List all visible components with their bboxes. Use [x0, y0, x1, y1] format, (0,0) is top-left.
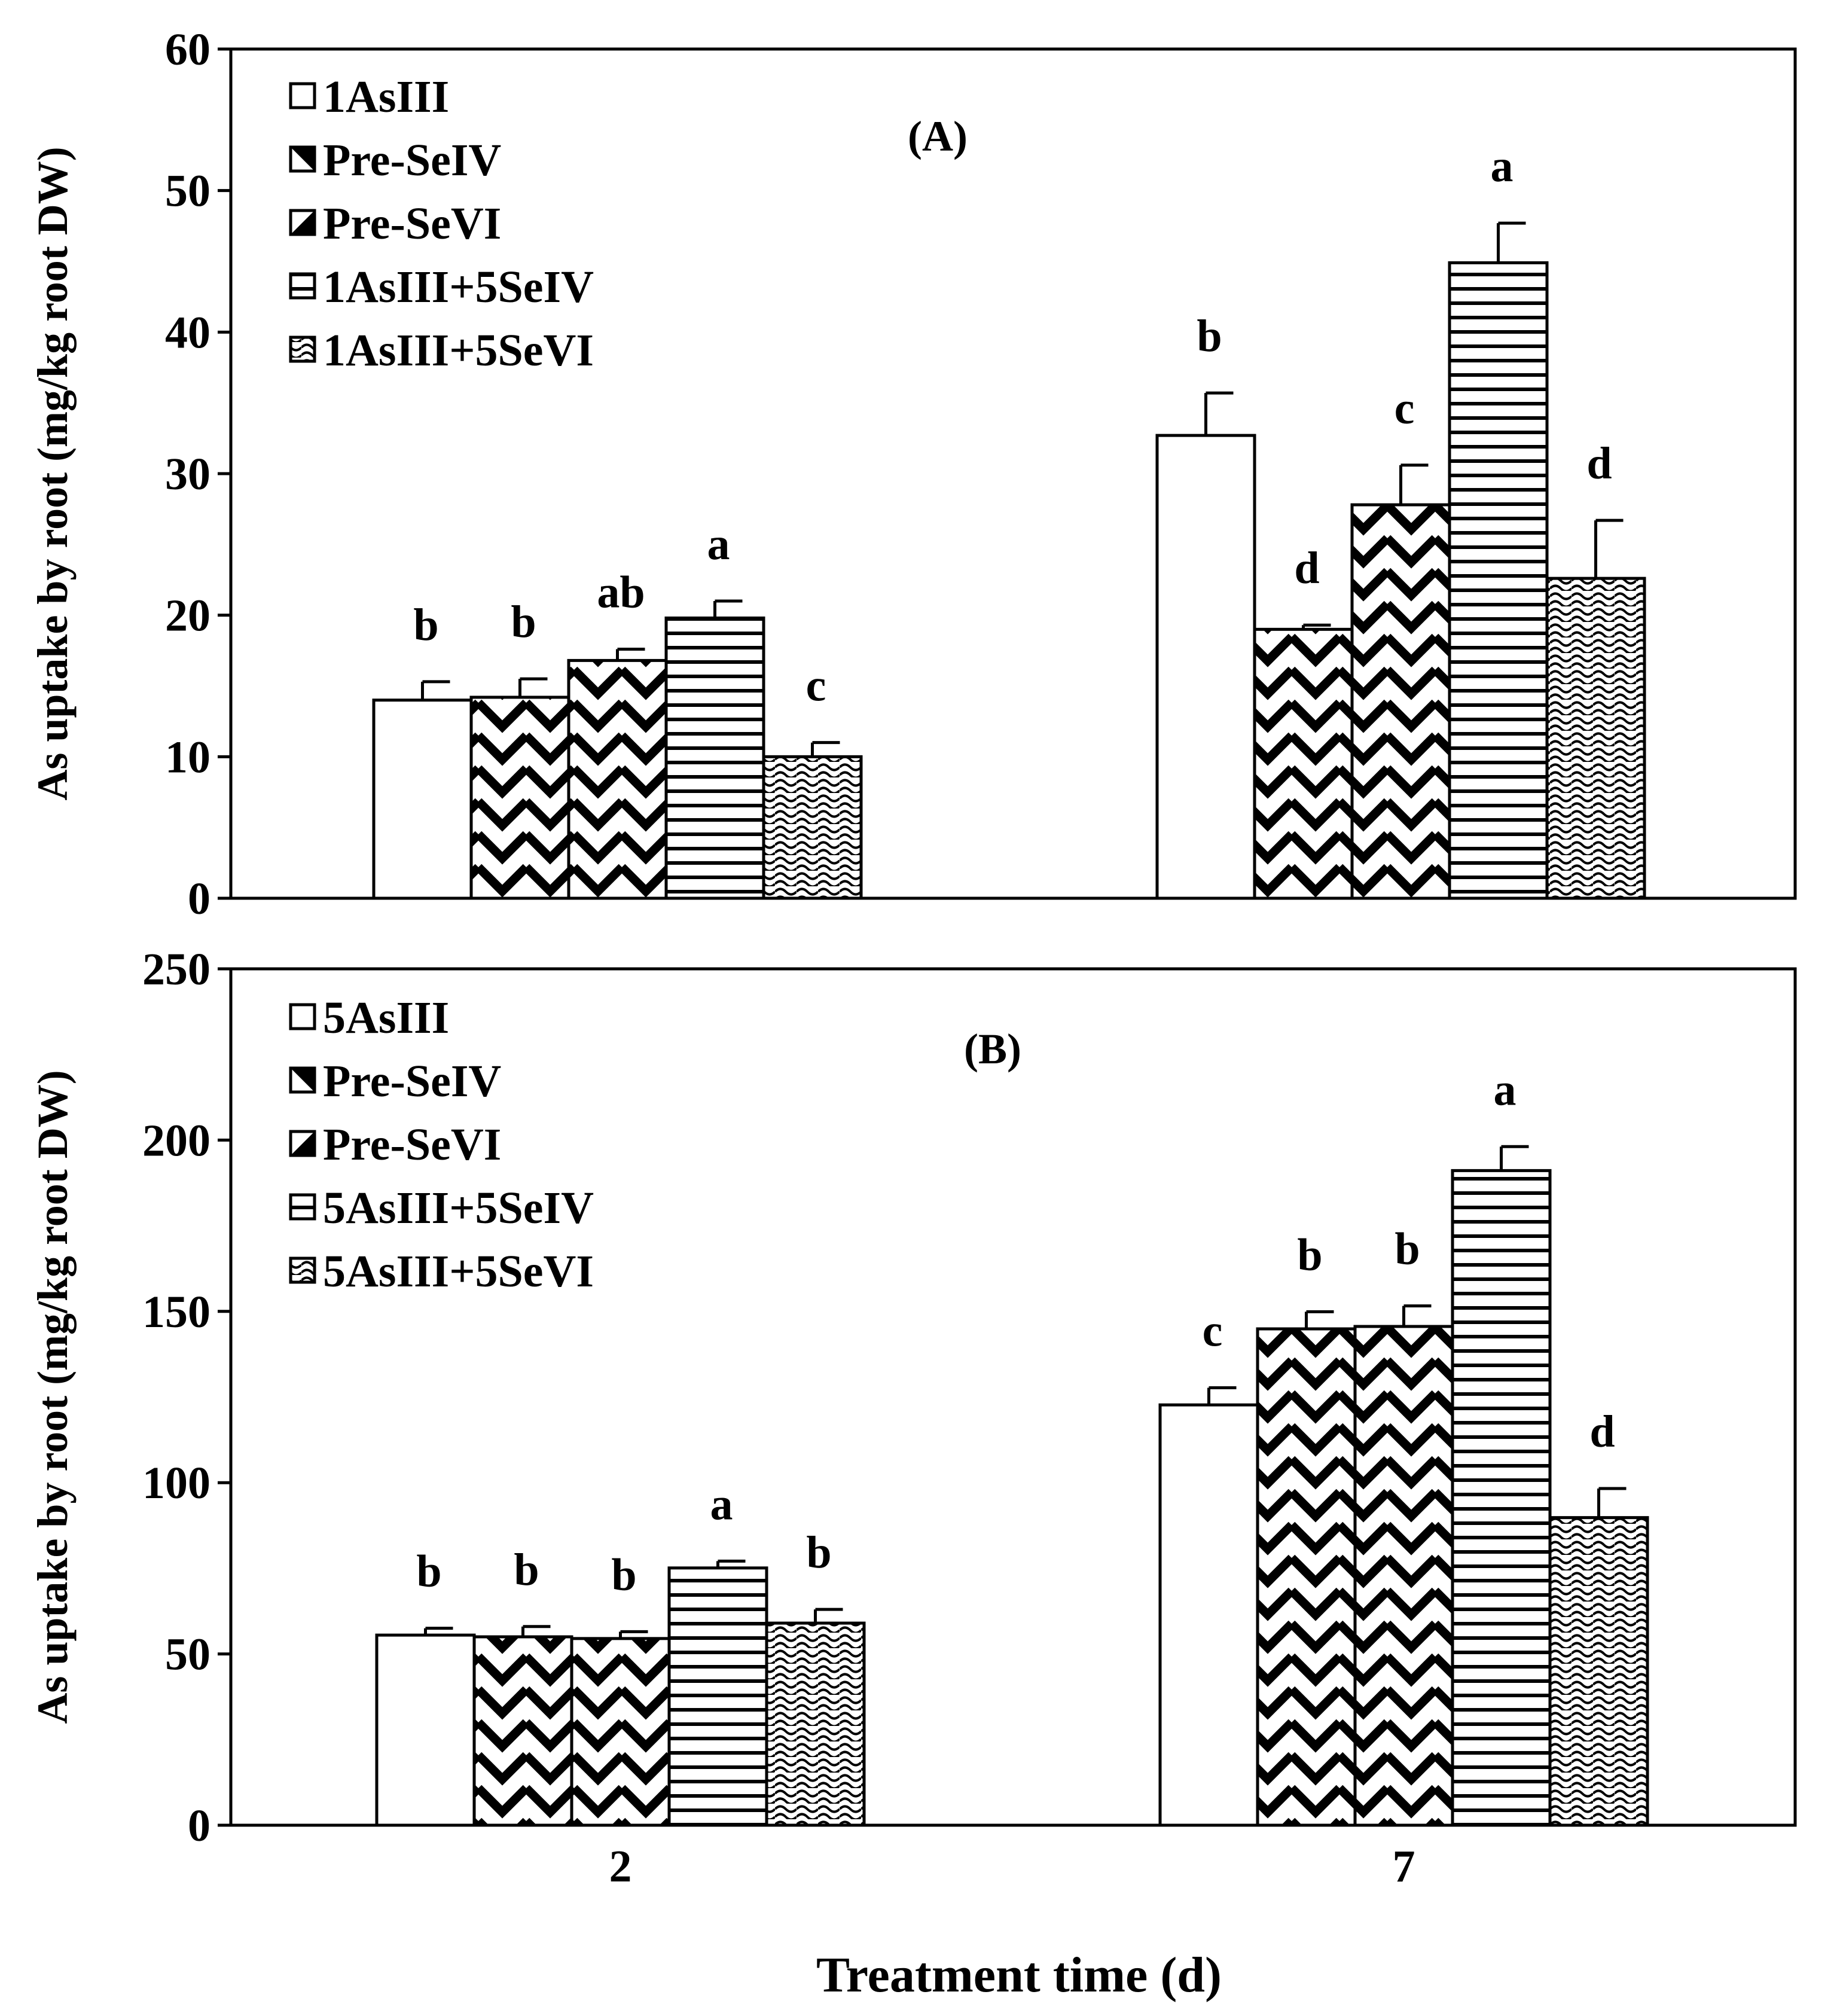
bar: [375, 1633, 476, 1827]
legend-label: Pre-SeIV: [323, 1056, 501, 1106]
significance-letter: a: [707, 519, 730, 569]
y-tick-label: 40: [165, 307, 210, 358]
plot-frame: [229, 967, 1797, 1827]
bar: [1253, 627, 1354, 900]
bar: [1155, 434, 1256, 900]
bar: [567, 658, 668, 900]
y-tick-label: 0: [188, 1801, 210, 1851]
legend: 5AsIII Pre-SeIV Pre-SeVI 5AsIII+5SeIV 5AsIII…: [289, 993, 594, 1297]
legend-swatch: [289, 145, 316, 173]
significance-letter: b: [1197, 311, 1222, 361]
y-tick-label: 10: [165, 732, 210, 782]
y-tick-label: 200: [142, 1115, 210, 1166]
significance-letter: a: [710, 1479, 733, 1529]
bar: [1350, 503, 1451, 900]
significance-letter: b: [1395, 1224, 1420, 1274]
legend: 1AsIII Pre-SeIV Pre-SeVI 1AsIII+5SeIV 1AsIII…: [289, 72, 594, 376]
significance-letter: b: [511, 597, 536, 647]
legend-swatch: [289, 1066, 316, 1094]
bar: [1548, 1516, 1649, 1827]
legend-swatch-fill: [291, 1131, 315, 1155]
significance-letter: c: [1203, 1306, 1223, 1356]
y-tick-label: 30: [165, 449, 210, 499]
y-ticks: 0 10 20 30 40 50 60: [165, 25, 231, 924]
legend-label: 1AsIII: [323, 72, 449, 122]
significance-letter: a: [1491, 141, 1514, 191]
bar: [1448, 261, 1549, 900]
bar: [1158, 1403, 1259, 1827]
significance-letter: b: [514, 1545, 539, 1595]
bars: b b b d ab c a a c d: [372, 141, 1646, 900]
legend-swatch: [289, 209, 316, 236]
y-axis-title: As uptake by root (mg/kg root DW): [29, 147, 77, 800]
significance-letter: b: [611, 1550, 636, 1600]
x-tick-label: 2: [609, 1841, 632, 1892]
panel-label: (B): [964, 1025, 1021, 1073]
significance-letter: d: [1589, 1407, 1615, 1457]
bars: b c b b b b a a b d: [375, 1065, 1649, 1827]
y-tick-label: 60: [165, 25, 210, 75]
significance-letter: b: [413, 600, 438, 650]
y-tick-label: 50: [165, 1630, 210, 1680]
significance-letter: c: [1395, 383, 1415, 434]
legend-label: Pre-SeVI: [323, 1120, 501, 1170]
bar: [765, 1621, 866, 1827]
panel-a: As uptake by root (mg/kg root DW) (A) 0 1…: [29, 25, 1797, 924]
bar: [1545, 577, 1646, 900]
legend-swatch: [289, 1003, 316, 1030]
significance-letter: b: [1297, 1230, 1322, 1280]
bar: [667, 1566, 768, 1827]
bar: [472, 1635, 573, 1827]
legend-swatch-fill: [291, 211, 315, 234]
legend-label: Pre-SeIV: [323, 135, 501, 185]
legend-label: 1AsIII+5SeVI: [323, 325, 594, 376]
bar: [762, 755, 863, 900]
bar: [1451, 1169, 1552, 1827]
bar: [570, 1637, 671, 1827]
y-tick-label: 50: [165, 166, 210, 216]
y-tick-label: 100: [142, 1458, 210, 1508]
significance-letter: c: [806, 661, 826, 711]
legend-swatch: [289, 272, 316, 300]
x-axis-title: Treatment time (d): [816, 1947, 1222, 2003]
bar: [1256, 1327, 1357, 1827]
legend-swatch: [289, 1256, 316, 1284]
legend-label: 5AsIII+5SeVI: [323, 1246, 594, 1297]
bar: [469, 696, 570, 900]
legend-swatch: [289, 82, 316, 109]
legend-swatch-fill: [291, 1068, 315, 1092]
significance-letter: ab: [597, 567, 645, 617]
bar: [664, 616, 765, 900]
legend-swatch: [289, 1130, 316, 1157]
legend-label: 5AsIII+5SeIV: [323, 1183, 594, 1233]
bar: [372, 699, 473, 900]
y-tick-label: 20: [165, 591, 210, 641]
legend-label: 1AsIII+5SeIV: [323, 262, 594, 312]
significance-letter: b: [806, 1527, 831, 1578]
y-axis-title: As uptake by root (mg/kg root DW): [29, 1070, 77, 1724]
significance-letter: d: [1294, 543, 1319, 593]
significance-letter: d: [1586, 438, 1612, 489]
legend-swatch: [289, 336, 316, 363]
significance-letter: a: [1494, 1065, 1516, 1115]
y-ticks: 0 50 100 150 200 250: [142, 944, 231, 1851]
legend-swatch: [289, 1193, 316, 1221]
legend-swatch-fill: [291, 147, 315, 171]
significance-letter: b: [416, 1547, 441, 1597]
y-tick-label: 250: [142, 944, 210, 995]
y-tick-label: 0: [188, 874, 210, 924]
legend-label: Pre-SeVI: [323, 199, 501, 249]
legend-label: 5AsIII: [323, 993, 449, 1043]
y-tick-label: 150: [142, 1287, 210, 1337]
bar: [1353, 1325, 1454, 1827]
x-tick-label: 7: [1393, 1841, 1415, 1892]
panel-label: (A): [908, 112, 968, 160]
panel-b: As uptake by root (mg/kg root DW) (B) 0 5…: [29, 944, 1797, 2003]
